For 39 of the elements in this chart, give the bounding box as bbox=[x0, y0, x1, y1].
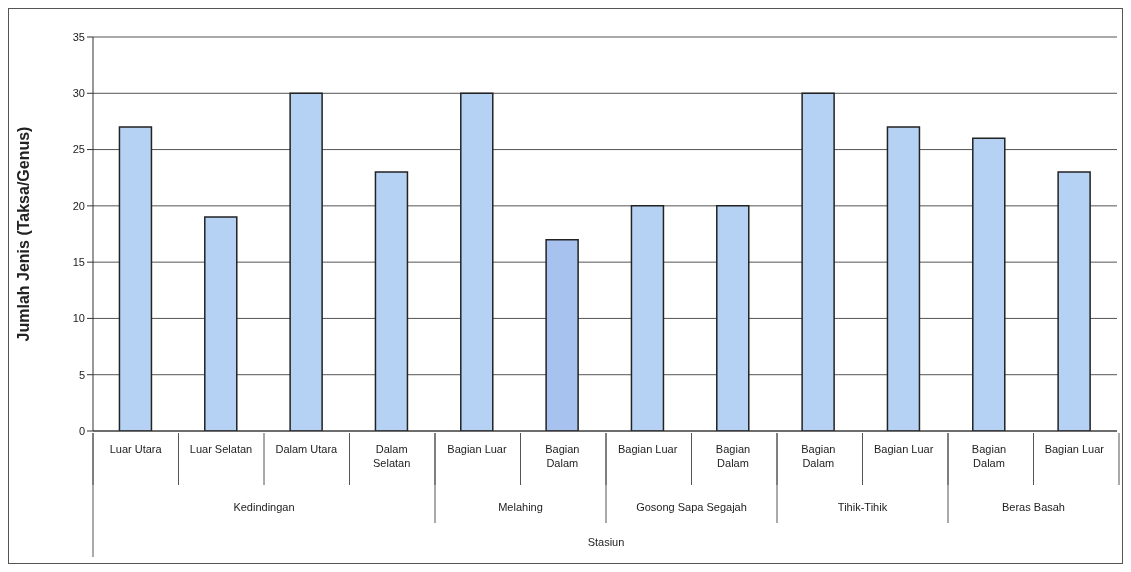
x-tick-label: Luar Utara bbox=[109, 443, 163, 455]
x-tick-label: Bagian Luar bbox=[1044, 443, 1105, 455]
x-tick-label: Dalam Selatan bbox=[373, 443, 411, 469]
y-tick-label: 15 bbox=[72, 256, 85, 269]
y-tick-label: 5 bbox=[78, 368, 85, 381]
text: Melahing bbox=[498, 501, 543, 513]
y-tick-label: 30 bbox=[72, 87, 85, 100]
x-tick-label: Bagian Luar bbox=[447, 443, 507, 455]
x-tick-label: Bagian Luar bbox=[874, 443, 934, 455]
text: Kedindingan bbox=[233, 501, 295, 513]
y-tick-label: 10 bbox=[72, 312, 85, 325]
x-tick-label: Bagian Luar bbox=[618, 443, 678, 455]
bar bbox=[886, 126, 921, 431]
bar bbox=[118, 126, 153, 431]
bar bbox=[545, 238, 579, 431]
bar bbox=[716, 205, 750, 431]
bar bbox=[630, 205, 665, 431]
x-tick-label: Bagian Dalam bbox=[545, 443, 580, 469]
bar bbox=[289, 92, 323, 431]
text: Stasiun bbox=[587, 536, 625, 548]
y-axis-title: Jumlah Jenis (Taksa/Genus) bbox=[14, 126, 32, 342]
x-tick-label: Bagian Dalam bbox=[971, 443, 1007, 469]
y-tick-label: 0 bbox=[78, 424, 85, 437]
text: Tihik-Tihik bbox=[837, 501, 888, 513]
x-tick-label: Bagian Dalam bbox=[801, 443, 836, 469]
bar bbox=[1057, 171, 1091, 431]
x-tick-label: Bagian Dalam bbox=[715, 443, 751, 469]
bar bbox=[460, 92, 494, 431]
bar bbox=[204, 216, 238, 431]
x-tick-label: Dalam Utara bbox=[275, 443, 339, 455]
text: Gosong Sapa Segajah bbox=[636, 501, 747, 513]
bar bbox=[972, 137, 1006, 431]
text: Beras Basah bbox=[1002, 501, 1065, 513]
x-tick-label: Luar Selatan bbox=[189, 443, 253, 455]
y-tick-label: 20 bbox=[72, 199, 85, 212]
bar bbox=[801, 92, 835, 431]
bar bbox=[374, 171, 409, 431]
y-tick-label: 25 bbox=[72, 143, 85, 156]
y-tick-label: 35 bbox=[72, 30, 85, 43]
